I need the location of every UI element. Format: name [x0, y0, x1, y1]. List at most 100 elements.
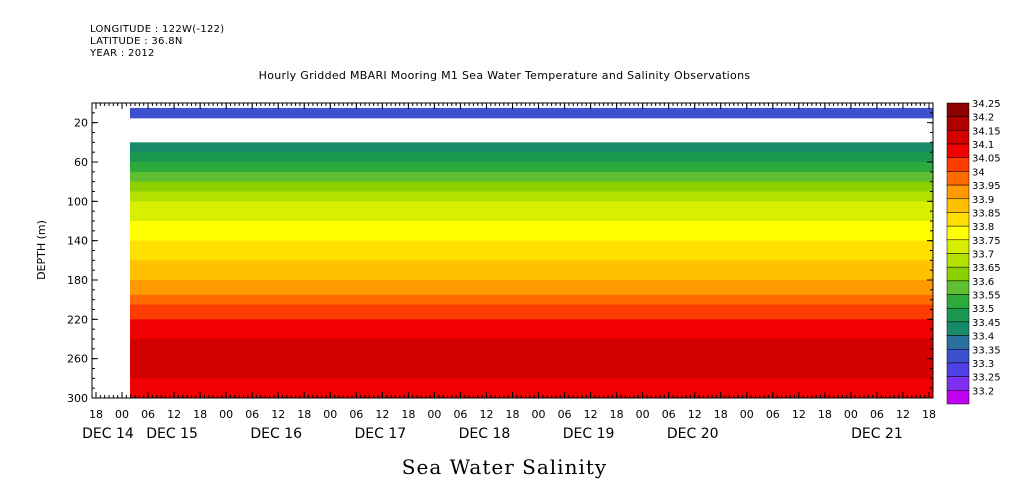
x-hour-label: 18 — [610, 408, 624, 421]
salinity-band — [130, 373, 933, 379]
x-hour-label: 12 — [896, 408, 910, 421]
salinity-band — [130, 324, 933, 330]
salinity-band — [130, 393, 933, 398]
heatmap-layer — [130, 107, 933, 398]
colorbar-swatch — [946, 376, 970, 391]
salinity-band — [130, 304, 933, 311]
salinity-band — [130, 112, 933, 119]
colorbar-swatch — [946, 116, 970, 131]
colorbar-label: 33.95 — [972, 181, 1001, 192]
x-hour-label: 18 — [193, 408, 207, 421]
colorbar-label: 33.8 — [972, 222, 994, 233]
x-hour-label: 18 — [401, 408, 415, 421]
colorbar-label: 33.5 — [972, 304, 994, 315]
salinity-band — [130, 314, 933, 320]
colorbar-swatch — [946, 362, 970, 377]
x-day-label: DEC 20 — [667, 426, 719, 442]
x-hour-label: 06 — [453, 408, 467, 421]
salinity-band — [130, 176, 933, 183]
x-hour-label: 12 — [792, 408, 806, 421]
salinity-band — [130, 235, 933, 242]
colorbar-label: 34.15 — [972, 126, 1001, 137]
colorbar-label: 33.3 — [972, 359, 994, 370]
colorbar-swatch — [946, 253, 970, 268]
longitude-label: LONGITUDE : 122W(-122) — [90, 24, 225, 35]
colorbar-swatch — [946, 294, 970, 309]
salinity-band — [130, 294, 933, 301]
salinity-band — [130, 240, 933, 247]
x-hour-label: 06 — [870, 408, 884, 421]
colorbar-swatch — [946, 239, 970, 254]
salinity-band — [130, 225, 933, 232]
x-hour-label: 06 — [662, 408, 676, 421]
x-day-label: DEC 15 — [146, 426, 198, 442]
x-hour-label: 00 — [115, 408, 129, 421]
x-hour-label: 00 — [636, 408, 650, 421]
colorbar-swatch — [946, 321, 970, 336]
salinity-band — [130, 309, 933, 316]
y-tick-label: 60 — [74, 156, 88, 169]
x-hour-label: 18 — [922, 408, 936, 421]
x-hour-label: 00 — [532, 408, 546, 421]
salinity-band — [130, 334, 933, 340]
y-tick-label: 180 — [67, 274, 88, 287]
x-hour-label: 06 — [141, 408, 155, 421]
salinity-band — [130, 181, 933, 188]
y-tick-label: 300 — [67, 392, 88, 405]
x-day-label: DEC 17 — [355, 426, 407, 442]
salinity-band — [130, 186, 933, 193]
y-tick-label: 100 — [67, 195, 88, 208]
x-hour-label: 12 — [375, 408, 389, 421]
colorbar-label: 33.75 — [972, 236, 1001, 247]
salinity-band — [130, 211, 933, 217]
x-hour-label: 00 — [219, 408, 233, 421]
colorbar-swatch — [946, 184, 970, 200]
chart-bottom-title: Sea Water Salinity — [401, 455, 608, 479]
salinity-band — [130, 383, 933, 389]
y-tick-label: 220 — [67, 313, 88, 326]
salinity-band — [130, 162, 933, 168]
salinity-band — [130, 260, 933, 266]
x-day-label: DEC 21 — [851, 426, 903, 442]
colorbar-swatch — [946, 130, 970, 145]
y-tick-label: 260 — [67, 353, 88, 366]
salinity-band — [130, 171, 933, 178]
salinity-band — [130, 147, 933, 153]
salinity-band — [130, 142, 933, 148]
colorbar-swatch — [946, 390, 970, 405]
colorbar-swatch — [946, 225, 970, 241]
colorbar-swatch — [946, 280, 970, 295]
salinity-band — [130, 221, 933, 227]
salinity-band — [130, 270, 933, 276]
colorbar-label: 33.6 — [972, 277, 994, 288]
colorbar-label: 34.1 — [972, 140, 994, 151]
salinity-band — [130, 329, 933, 335]
salinity-band — [130, 107, 933, 114]
x-hour-label: 06 — [766, 408, 780, 421]
colorbar-label: 33.9 — [972, 195, 994, 206]
colorbar-label: 34.2 — [972, 113, 994, 124]
colorbar-swatch — [946, 171, 970, 186]
salinity-band — [130, 368, 933, 375]
salinity-band — [130, 378, 933, 384]
x-hour-label: 12 — [584, 408, 598, 421]
colorbar-label: 33.25 — [972, 373, 1001, 384]
salinity-band — [130, 363, 933, 370]
x-day-label: DEC 16 — [250, 426, 302, 442]
colorbar-label: 33.65 — [972, 263, 1001, 274]
x-day-label: DEC 14 — [82, 426, 134, 442]
salinity-band — [130, 348, 933, 355]
x-hour-label: 12 — [167, 408, 181, 421]
salinity-band — [130, 245, 933, 252]
x-hour-label: 12 — [479, 408, 493, 421]
colorbar-swatch — [946, 307, 970, 323]
salinity-band — [130, 152, 933, 158]
colorbar-swatch — [946, 102, 970, 117]
salinity-band — [130, 201, 933, 207]
colorbar-label: 33.7 — [972, 250, 994, 261]
x-hour-label: 18 — [297, 408, 311, 421]
salinity-band — [130, 191, 933, 198]
colorbar-label: 34.05 — [972, 154, 1001, 165]
